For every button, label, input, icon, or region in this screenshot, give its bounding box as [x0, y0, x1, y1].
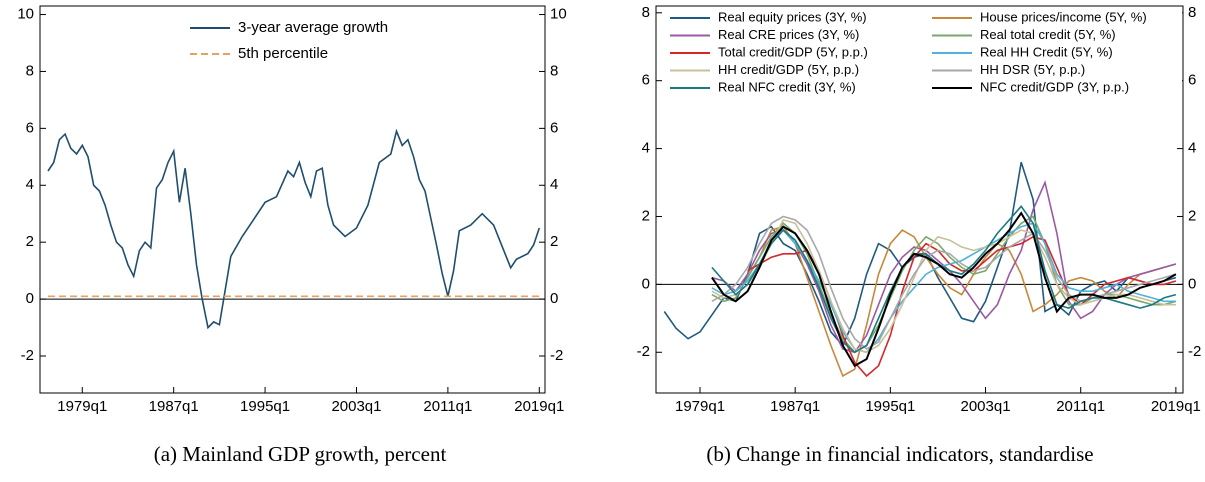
plot-frame [39, 5, 546, 394]
x-tick-label: 1979q1 [675, 398, 725, 415]
x-tick-label: 1995q1 [240, 398, 290, 415]
y-tick-label: 4 [642, 140, 650, 157]
y2-tick-label: 6 [1188, 72, 1196, 89]
y-tick-label: 6 [26, 119, 34, 136]
y-tick-label: 4 [26, 176, 34, 193]
series-line [711, 222, 1176, 354]
y2-tick-label: 4 [550, 176, 558, 193]
legend-label: 3-year average growth [238, 19, 388, 36]
x-tick-label: 2019q1 [1151, 398, 1201, 415]
y2-tick-label: 8 [1188, 4, 1196, 21]
legend-label: Real NFC credit (3Y, %) [718, 79, 856, 94]
x-tick-label: 1995q1 [865, 398, 915, 415]
y-tick-label: 8 [642, 4, 650, 21]
y-tick-label: 10 [17, 6, 34, 23]
x-tick-label: 2011q1 [423, 398, 472, 415]
y2-tick-label: 0 [1188, 275, 1196, 292]
x-tick-label: 1987q1 [149, 398, 199, 415]
legend-label: 5th percentile [238, 45, 328, 62]
x-tick-label: 1987q1 [770, 398, 820, 415]
legend-label: Real CRE prices (3Y, %) [718, 27, 859, 42]
plot-frame [655, 5, 1184, 394]
legend-label: Real HH Credit (5Y, %) [980, 44, 1113, 59]
legend-label: Real total credit (5Y, %) [980, 27, 1116, 42]
y2-tick-label: -2 [1188, 343, 1201, 360]
y2-tick-label: 2 [1188, 207, 1196, 224]
y-tick-label: 8 [26, 62, 34, 79]
y2-tick-label: 8 [550, 62, 558, 79]
y-tick-label: -2 [21, 347, 34, 364]
legend-label: NFC credit/GDP (3Y, p.p.) [980, 79, 1129, 94]
caption: (b) Change in financial indicators, stan… [706, 442, 1093, 466]
series-line [47, 128, 541, 330]
legend-label: Real equity prices (3Y, %) [718, 9, 867, 24]
legend-label: House prices/income (5Y, %) [980, 9, 1147, 24]
series-line [711, 205, 1177, 354]
series-line [711, 211, 1177, 368]
legend-label: HH DSR (5Y, p.p.) [980, 62, 1085, 77]
x-tick-label: 2011q1 [1056, 398, 1105, 415]
caption: (a) Mainland GDP growth, percent [154, 442, 447, 466]
y2-tick-label: 4 [1188, 140, 1196, 157]
x-tick-label: 2003q1 [960, 398, 1010, 415]
x-tick-label: 1979q1 [57, 398, 107, 415]
y2-tick-label: 6 [550, 119, 558, 136]
y2-tick-label: -2 [550, 347, 563, 364]
series-line [711, 218, 1176, 354]
y2-tick-label: 10 [550, 6, 567, 23]
y-tick-label: 0 [26, 290, 34, 307]
legend-label: HH credit/GDP (5Y, p.p.) [718, 62, 859, 77]
y-tick-label: 0 [642, 275, 650, 292]
legend-box [662, 8, 1182, 102]
legend-label: Total credit/GDP (5Y, p.p.) [718, 44, 868, 59]
y-tick-label: 6 [642, 72, 650, 89]
y-tick-label: -2 [637, 343, 650, 360]
y-tick-label: 2 [642, 207, 650, 224]
x-tick-label: 2019q1 [514, 398, 564, 415]
y-tick-label: 2 [26, 233, 34, 250]
series-line [746, 225, 1177, 378]
x-tick-label: 2003q1 [331, 398, 381, 415]
y2-tick-label: 2 [550, 233, 558, 250]
y2-tick-label: 0 [550, 290, 558, 307]
